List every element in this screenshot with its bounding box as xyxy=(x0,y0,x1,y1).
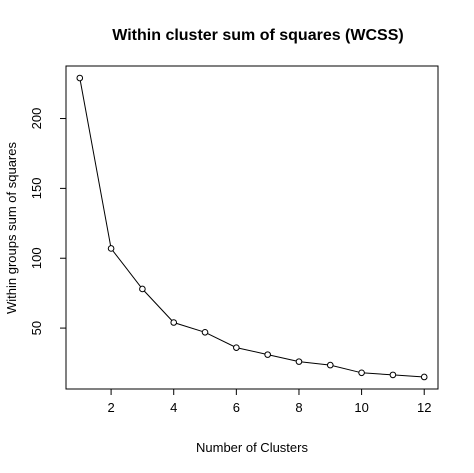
x-axis-label: Number of Clusters xyxy=(196,440,308,455)
data-point xyxy=(233,344,240,351)
y-tick-label: 50 xyxy=(29,321,44,335)
data-point xyxy=(264,351,271,358)
data-point xyxy=(358,369,365,377)
data-point xyxy=(201,328,209,336)
data-point xyxy=(76,74,84,82)
x-tick-label: 10 xyxy=(354,400,368,415)
series-line xyxy=(79,77,425,378)
data-point xyxy=(139,285,146,293)
x-axis: 2 4 6 8 10 12 xyxy=(107,388,431,415)
plot-frame xyxy=(65,65,439,390)
chart-title: Within cluster sum of squares (WCSS) xyxy=(112,27,403,44)
x-tick-label: 8 xyxy=(295,400,302,415)
y-axis-label: Within groups sum of squares xyxy=(4,142,19,314)
data-point xyxy=(420,373,428,381)
data-point xyxy=(295,358,303,365)
x-tick-label: 4 xyxy=(170,400,177,415)
y-tick-label: 100 xyxy=(29,247,44,269)
x-tick-label: 6 xyxy=(233,400,240,415)
x-tick-label: 12 xyxy=(417,400,431,415)
y-tick-label: 200 xyxy=(29,108,44,130)
data-point xyxy=(170,319,178,326)
x-tick-label: 2 xyxy=(107,400,114,415)
data-point xyxy=(389,371,397,379)
data-point xyxy=(107,245,115,252)
y-axis: 50 100 150 200 xyxy=(29,108,67,335)
y-tick-label: 150 xyxy=(29,178,44,200)
data-point xyxy=(326,361,334,369)
series-points xyxy=(76,74,428,381)
